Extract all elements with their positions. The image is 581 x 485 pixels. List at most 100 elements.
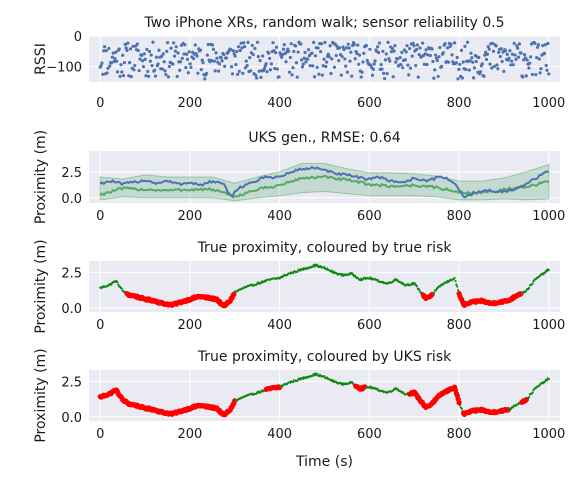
rssi-point [449,42,453,46]
rssi-point [250,43,254,47]
rssi-point [345,70,350,74]
rssi-point [516,46,520,50]
rssi-point [163,69,167,73]
rssi-point [395,57,400,61]
rssi-point [176,51,180,55]
rssi-point [329,71,333,76]
rssi-point [296,50,300,54]
rssi-point [455,55,459,60]
x-tick-label: 800 [447,96,472,111]
rssi-point [387,56,391,61]
rssi-point [278,51,282,55]
rssi-point [321,64,325,68]
rssi-point [246,40,250,44]
rssi-point [349,50,353,54]
rssi-point [144,74,148,78]
rssi-point [355,51,359,56]
rssi-point [107,46,111,51]
rssi-point [124,46,128,50]
rssi-point [480,62,484,66]
rssi-point [401,66,405,70]
low-risk-point [544,271,547,274]
low-risk-point [457,289,460,292]
rssi-point [171,62,175,66]
rssi-point [105,71,109,75]
rssi-point [310,51,314,55]
high-risk-point [456,400,462,406]
rssi-point [126,41,130,45]
rssi-point [467,68,471,72]
x-tick-label: 200 [178,427,203,442]
rssi-point [438,45,442,50]
rssi-point [102,49,106,53]
rssi-point [353,57,357,61]
rssi-point [522,53,527,57]
rssi-point [147,49,152,54]
rssi-point [446,46,450,50]
rssi-point [380,67,384,71]
rssi-point [280,55,284,59]
low-risk-point [330,378,333,381]
rssi-point [196,71,200,75]
rssi-point [408,46,412,51]
rssi-point [115,59,119,63]
rssi-point [267,51,271,55]
rssi-point [121,73,126,78]
rssi-point [341,45,345,49]
x-tick-label: 200 [178,318,203,333]
x-tick-label: 1000 [532,209,565,224]
rssi-point [121,53,125,57]
rssi-point [474,59,478,64]
low-risk-point [545,379,549,382]
rssi-point [99,64,103,68]
rssi-point [510,59,514,63]
low-risk-point [313,265,316,268]
rssi-point [490,66,494,70]
x-tick-label: 400 [267,427,292,442]
rssi-point [477,56,481,60]
rssi-point [102,45,107,49]
rssi-point [274,51,278,55]
rssi-point [492,64,496,68]
rssi-point [140,53,144,58]
y-axis-label: RSSI [33,43,49,75]
rssi-point [302,56,306,60]
x-tick-label: 800 [447,318,472,333]
rssi-point [343,57,347,61]
rssi-point [140,59,145,63]
rssi-point [488,62,492,66]
rssi-point [129,74,133,79]
rssi-point [327,55,331,59]
rssi-point [136,48,140,53]
x-tick-label: 200 [178,96,203,111]
rssi-point [294,61,299,65]
rssi-point [458,62,462,66]
rssi-point [281,47,286,51]
rssi-point [373,59,377,63]
rssi-point [315,65,319,70]
rssi-point [109,61,114,65]
rssi-point [199,68,203,72]
low-risk-point [323,266,326,269]
rssi-point [127,74,131,78]
rssi-point [350,74,354,78]
rssi-point [388,59,392,63]
rssi-point [301,62,305,66]
rssi-point [238,48,242,53]
rssi-point [386,40,390,44]
rssi-point [288,55,292,60]
rssi-point [295,75,299,79]
rssi-point [268,56,272,61]
rssi-point [153,68,157,72]
rssi-point [529,55,533,59]
y-tick-label: 0 [74,30,82,45]
low-risk-point [456,285,459,288]
rssi-point [210,59,214,63]
rssi-point [524,74,528,78]
rssi-point [142,52,146,56]
rssi-point [284,60,288,64]
rssi-point [118,74,122,78]
low-risk-point [527,395,531,399]
low-risk-point [259,391,262,394]
plot-area [98,40,551,81]
